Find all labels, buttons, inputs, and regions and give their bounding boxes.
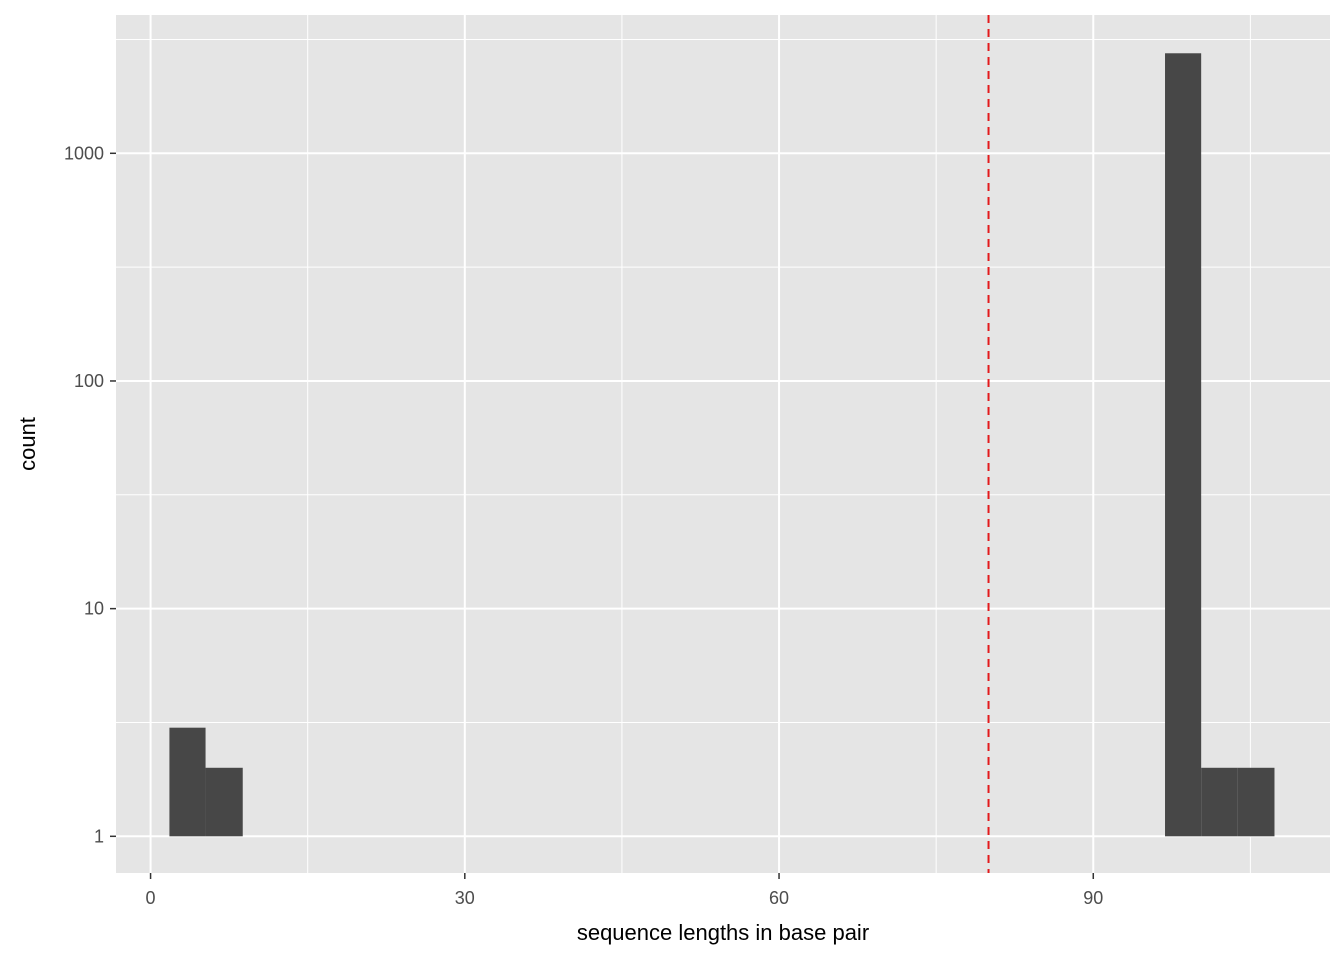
x-axis-label: sequence lengths in base pair xyxy=(577,920,869,945)
y-axis-label: count xyxy=(15,417,40,471)
y-tick-label: 1 xyxy=(94,826,104,846)
x-tick-label: 90 xyxy=(1083,888,1103,908)
histogram-bar xyxy=(169,727,206,837)
x-tick-label: 0 xyxy=(146,888,156,908)
x-tick-label: 60 xyxy=(769,888,789,908)
y-tick-label: 10 xyxy=(84,599,104,619)
plot-panel xyxy=(116,15,1330,873)
y-tick-label: 100 xyxy=(74,371,104,391)
histogram-bar xyxy=(1201,767,1238,837)
x-tick-label: 30 xyxy=(455,888,475,908)
histogram-bar xyxy=(1237,767,1275,837)
histogram-bar xyxy=(1165,53,1202,837)
histogram-bar xyxy=(205,767,243,837)
y-tick-label: 1000 xyxy=(64,143,104,163)
